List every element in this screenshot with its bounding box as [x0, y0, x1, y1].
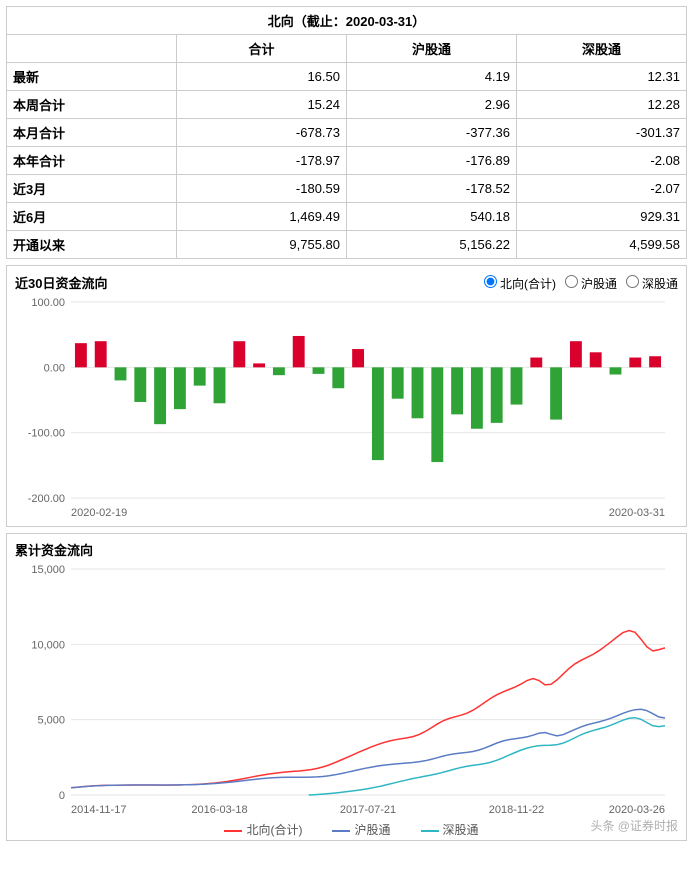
- svg-text:-200.00: -200.00: [28, 493, 65, 505]
- radio-option[interactable]: 北向(合计): [479, 277, 556, 291]
- cell: 4,599.58: [517, 231, 687, 259]
- svg-text:2014-11-17: 2014-11-17: [71, 804, 126, 816]
- cell: 1,469.49: [177, 203, 347, 231]
- cell: 12.28: [517, 91, 687, 119]
- table-row: 本年合计-178.97-176.89-2.08: [7, 147, 687, 175]
- cell: -176.89: [347, 147, 517, 175]
- row-label: 本年合计: [7, 147, 177, 175]
- cell: -301.37: [517, 119, 687, 147]
- cell: 15.24: [177, 91, 347, 119]
- table-title: 北向（截止：2020-03-31）: [7, 7, 687, 35]
- cell: -180.59: [177, 175, 347, 203]
- svg-text:2020-03-31: 2020-03-31: [609, 507, 665, 519]
- cell: -178.52: [347, 175, 517, 203]
- row-label: 最新: [7, 63, 177, 91]
- table-row: 近3月-180.59-178.52-2.07: [7, 175, 687, 203]
- bar-chart-panel: 近30日资金流向 北向(合计) 沪股通深股通 -200.00 -100.00 0.00…: [6, 265, 687, 527]
- cell: 5,156.22: [347, 231, 517, 259]
- table-row: 最新16.504.1912.31: [7, 63, 687, 91]
- radio-option[interactable]: 深股通: [621, 277, 678, 291]
- radio-input[interactable]: [626, 275, 639, 288]
- svg-text:100.00: 100.00: [31, 297, 65, 309]
- cell: -2.07: [517, 175, 687, 203]
- table-row: 开通以来9,755.805,156.224,599.58: [7, 231, 687, 259]
- svg-text:2016-03-18: 2016-03-18: [191, 804, 247, 816]
- legend-item: 深股通: [411, 823, 479, 837]
- cell: -377.36: [347, 119, 517, 147]
- svg-text:2020-02-19: 2020-02-19: [71, 507, 127, 519]
- line-chart: 0 5,000 10,000 15,000 2014-11-17 2016-03-18 20…: [15, 563, 675, 819]
- bar-chart-radios: 北向(合计) 沪股通深股通: [475, 272, 678, 292]
- svg-text:-100.00: -100.00: [28, 428, 65, 440]
- cell: 9,755.80: [177, 231, 347, 259]
- cell: 12.31: [517, 63, 687, 91]
- table-col-3: 深股通: [517, 35, 687, 63]
- svg-text:2020-03-26: 2020-03-26: [609, 804, 665, 816]
- svg-text:0.00: 0.00: [44, 362, 65, 374]
- legend-item: 北向(合计): [214, 823, 302, 837]
- table-col-1: 合计: [177, 35, 347, 63]
- watermark: 头条 @证券时报: [590, 817, 678, 834]
- radio-input[interactable]: [565, 275, 578, 288]
- svg-text:15,000: 15,000: [31, 564, 65, 576]
- table-col-2: 沪股通: [347, 35, 517, 63]
- svg-text:2018-11-22: 2018-11-22: [489, 804, 544, 816]
- line-chart-legend: 北向(合计) 沪股通 深股通: [15, 819, 678, 838]
- cell: -178.97: [177, 147, 347, 175]
- svg-text:2017-07-21: 2017-07-21: [340, 804, 396, 816]
- row-label: 开通以来: [7, 231, 177, 259]
- row-label: 近3月: [7, 175, 177, 203]
- cell: -678.73: [177, 119, 347, 147]
- cell: 2.96: [347, 91, 517, 119]
- bar-chart-title: 近30日资金流向: [15, 273, 107, 292]
- table-row: 本周合计15.242.9612.28: [7, 91, 687, 119]
- cell: 16.50: [177, 63, 347, 91]
- radio-option[interactable]: 沪股通: [560, 277, 617, 291]
- svg-text:10,000: 10,000: [31, 639, 65, 651]
- northbound-table: 北向（截止：2020-03-31） 合计沪股通深股通 最新16.504.1912…: [6, 6, 687, 259]
- cell: 929.31: [517, 203, 687, 231]
- table-row: 本月合计-678.73-377.36-301.37: [7, 119, 687, 147]
- row-label: 本周合计: [7, 91, 177, 119]
- table-row: 近6月1,469.49540.18929.31: [7, 203, 687, 231]
- cell: 540.18: [347, 203, 517, 231]
- bar-chart: -200.00 -100.00 0.00 100.00 2020-02-19 2020-0…: [15, 296, 675, 524]
- legend-item: 沪股通: [322, 823, 390, 837]
- svg-text:0: 0: [59, 790, 65, 802]
- row-label: 近6月: [7, 203, 177, 231]
- svg-text:5,000: 5,000: [37, 715, 65, 727]
- table-col-blank: [7, 35, 177, 63]
- cell: -2.08: [517, 147, 687, 175]
- cell: 4.19: [347, 63, 517, 91]
- line-chart-title: 累计资金流向: [15, 540, 93, 559]
- radio-input[interactable]: [484, 275, 497, 288]
- row-label: 本月合计: [7, 119, 177, 147]
- line-chart-panel: 累计资金流向 0 5,000 10,000 15,000 2014-11-17 2016-…: [6, 533, 687, 841]
